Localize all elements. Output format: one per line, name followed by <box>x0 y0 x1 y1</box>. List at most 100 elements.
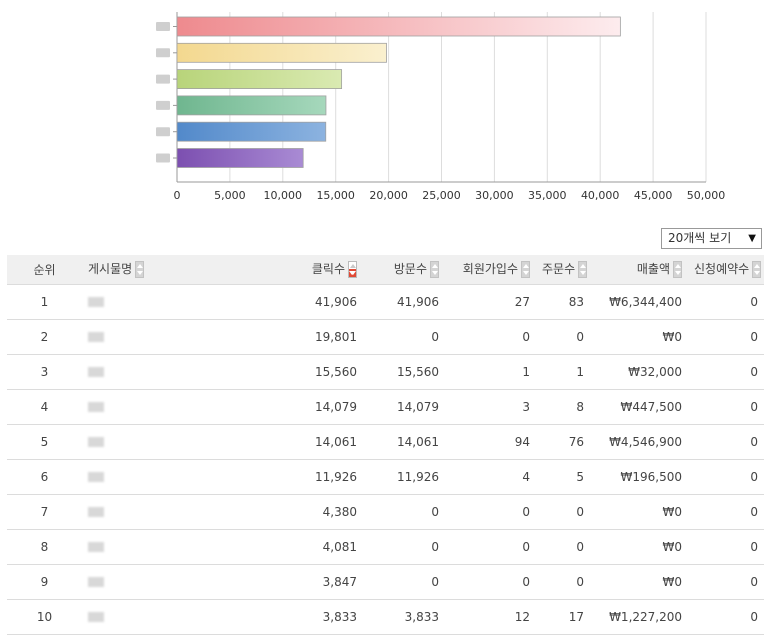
redacted-name-image <box>88 612 104 622</box>
redacted-category-label <box>156 22 170 31</box>
header-orders[interactable]: 주문수 <box>536 255 590 285</box>
header-reservations[interactable]: 신청예약수 <box>688 255 764 285</box>
cell-clicks: 3,833 <box>277 599 363 635</box>
cell-clicks: 14,079 <box>277 389 363 425</box>
post-name-cell[interactable] <box>82 424 277 460</box>
sort-icon[interactable] <box>578 261 588 279</box>
cell-rank: 3 <box>7 354 82 390</box>
x-tick-label: 15,000 <box>316 189 355 202</box>
cell-visits: 0 <box>363 319 445 355</box>
redacted-category-label <box>156 153 170 163</box>
redacted-category-label <box>156 74 170 84</box>
cell-sales: ₩0 <box>590 564 688 600</box>
header-name[interactable]: 게시물명 <box>82 255 277 285</box>
post-name-cell[interactable] <box>82 564 277 600</box>
cell-orders: 0 <box>536 564 590 600</box>
cell-clicks: 15,560 <box>277 354 363 390</box>
header-signups[interactable]: 회원가입수 <box>445 255 536 285</box>
cell-visits: 41,906 <box>363 284 445 320</box>
x-tick-label: 25,000 <box>422 189 461 202</box>
x-tick-label: 45,000 <box>634 189 673 202</box>
cell-orders: 0 <box>536 319 590 355</box>
redacted-name-image <box>88 437 104 447</box>
post-name-cell[interactable] <box>82 284 277 320</box>
cell-signups: 4 <box>445 459 536 495</box>
clicks-bar-chart: 0 5,000 10,000 15,000 20,000 25,000 30,000 35,0… <box>156 12 725 202</box>
cell-signups: 27 <box>445 284 536 320</box>
post-name-cell[interactable] <box>82 389 277 425</box>
cell-clicks: 4,380 <box>277 494 363 530</box>
cell-orders: 5 <box>536 459 590 495</box>
table-row[interactable]: 10 3,833 3,833 12 17 ₩1,227,200 0 <box>7 599 764 635</box>
cell-rank: 8 <box>7 529 82 565</box>
x-tick-label: 5,000 <box>214 189 246 202</box>
table-row[interactable]: 3 15,560 15,560 1 1 ₩32,000 0 <box>7 354 764 390</box>
cell-orders: 83 <box>536 284 590 320</box>
cell-visits: 0 <box>363 564 445 600</box>
page-size-select[interactable]: 20개씩 보기 ▼ <box>661 228 762 249</box>
x-tick-label: 0 <box>174 189 181 202</box>
cell-signups: 0 <box>445 529 536 565</box>
cell-reservations: 0 <box>688 529 764 565</box>
cell-rank: 10 <box>7 599 82 635</box>
header-rank: 순위 <box>7 255 82 285</box>
post-name-cell[interactable] <box>82 529 277 565</box>
cell-sales: ₩196,500 <box>590 459 688 495</box>
x-tick-label: 20,000 <box>369 189 408 202</box>
table-row[interactable]: 7 4,380 0 0 0 ₩0 0 <box>7 494 764 530</box>
table-row[interactable]: 5 14,061 14,061 94 76 ₩4,546,900 0 <box>7 424 764 460</box>
bar-4 <box>176 95 327 116</box>
cell-orders: 0 <box>536 494 590 530</box>
x-tick-label: 35,000 <box>528 189 567 202</box>
x-tick-label: 30,000 <box>475 189 514 202</box>
header-sales[interactable]: 매출액 <box>590 255 688 285</box>
redacted-category-label <box>156 100 170 110</box>
cell-orders: 0 <box>536 529 590 565</box>
cell-signups: 94 <box>445 424 536 460</box>
sort-icon[interactable] <box>521 261 530 279</box>
header-visits[interactable]: 방문수 <box>363 255 445 285</box>
cell-reservations: 0 <box>688 494 764 530</box>
post-name-cell[interactable] <box>82 494 277 530</box>
cell-reservations: 0 <box>688 319 764 355</box>
cell-visits: 14,061 <box>363 424 445 460</box>
table-row[interactable]: 9 3,847 0 0 0 ₩0 0 <box>7 564 764 600</box>
cell-sales: ₩447,500 <box>590 389 688 425</box>
x-tick-label: 10,000 <box>264 189 303 202</box>
cell-rank: 9 <box>7 564 82 600</box>
bar-6 <box>176 148 304 168</box>
sort-icon[interactable] <box>752 261 762 279</box>
cell-signups: 3 <box>445 389 536 425</box>
sort-desc-icon[interactable] <box>348 261 357 279</box>
cell-orders: 1 <box>536 354 590 390</box>
redacted-name-image <box>88 332 104 342</box>
table-row[interactable]: 2 19,801 0 0 0 ₩0 0 <box>7 319 764 355</box>
cell-rank: 2 <box>7 319 82 355</box>
post-name-cell[interactable] <box>82 354 277 390</box>
cell-clicks: 3,847 <box>277 564 363 600</box>
header-clicks[interactable]: 클릭수 <box>277 255 363 285</box>
sort-icon[interactable] <box>135 261 145 279</box>
cell-rank: 6 <box>7 459 82 495</box>
page-size-label: 20개씩 보기 <box>668 231 732 245</box>
post-name-cell[interactable] <box>82 319 277 355</box>
sort-icon[interactable] <box>430 261 439 279</box>
cell-visits: 3,833 <box>363 599 445 635</box>
redacted-category-label <box>156 48 170 58</box>
table-header-row: 순위 게시물명 클릭수 방문수 회원가입수 주문수 매출액 신청예약수 <box>7 255 764 285</box>
table-row[interactable]: 6 11,926 11,926 4 5 ₩196,500 0 <box>7 459 764 495</box>
cell-reservations: 0 <box>688 424 764 460</box>
cell-sales: ₩0 <box>590 494 688 530</box>
cell-signups: 1 <box>445 354 536 390</box>
cell-reservations: 0 <box>688 459 764 495</box>
cell-signups: 0 <box>445 319 536 355</box>
cell-clicks: 41,906 <box>277 284 363 320</box>
cell-sales: ₩1,227,200 <box>590 599 688 635</box>
table-row[interactable]: 4 14,079 14,079 3 8 ₩447,500 0 <box>7 389 764 425</box>
post-name-cell[interactable] <box>82 599 277 635</box>
post-name-cell[interactable] <box>82 459 277 495</box>
cell-rank: 5 <box>7 424 82 460</box>
sort-icon[interactable] <box>673 261 682 279</box>
table-row[interactable]: 1 41,906 41,906 27 83 ₩6,344,400 0 <box>7 284 764 320</box>
table-row[interactable]: 8 4,081 0 0 0 ₩0 0 <box>7 529 764 565</box>
